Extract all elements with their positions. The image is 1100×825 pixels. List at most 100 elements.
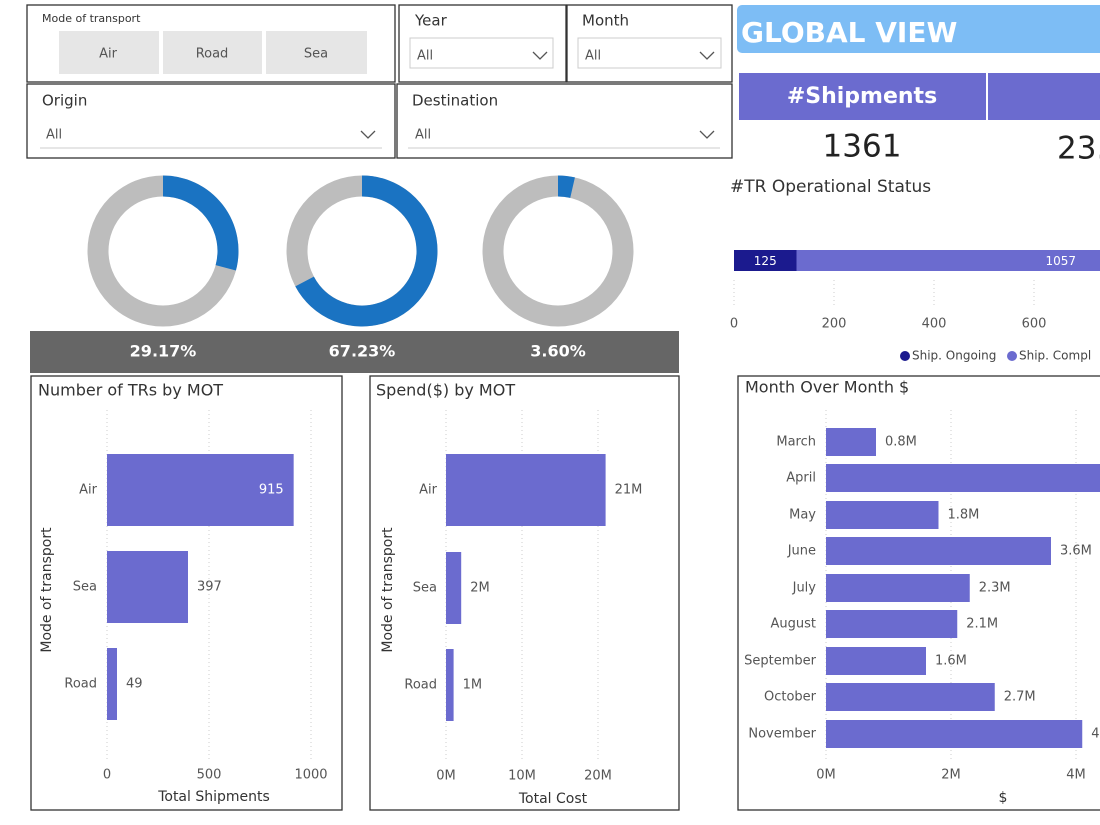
- bar: [446, 454, 606, 526]
- dropdown[interactable]: [577, 37, 722, 69]
- percent-band: [30, 331, 679, 373]
- header-banner: [737, 5, 1100, 53]
- y-tick-label: Road: [64, 677, 97, 692]
- y-tick-label: Air: [79, 483, 98, 498]
- dropdown-value[interactable]: All: [585, 49, 601, 64]
- donut-arc: [295, 175, 438, 327]
- x-axis-label: Total Cost: [518, 791, 588, 807]
- bar: [826, 501, 939, 529]
- slicer-button[interactable]: [163, 31, 262, 74]
- bar: [107, 551, 188, 623]
- y-tick-label: October: [764, 690, 817, 705]
- percent-label: 3.60%: [530, 342, 586, 361]
- x-axis-label: Total Shipments: [157, 789, 270, 805]
- dropdown-value[interactable]: All: [46, 128, 62, 143]
- kpi-value: 23.: [1057, 131, 1100, 167]
- kpi-header: [739, 73, 986, 120]
- x-tick-label: 500: [197, 768, 222, 783]
- bar: [826, 720, 1083, 748]
- y-tick-label: August: [771, 617, 817, 632]
- bar-value-label: 2.3M: [979, 581, 1011, 596]
- y-tick-label: April: [786, 471, 816, 486]
- bar: [826, 647, 926, 675]
- slicer-panel: [26, 83, 396, 159]
- legend-marker: [900, 351, 910, 361]
- bar-value-label: 1.6M: [935, 654, 967, 669]
- y-tick-label: Air: [419, 483, 438, 498]
- slicer-label: Destination: [412, 92, 498, 110]
- chart-title: #TR Operational Status: [730, 177, 931, 197]
- chevron[interactable]: [699, 51, 715, 60]
- donut-arc: [557, 175, 575, 198]
- legend-label: Ship. Ongoing: [912, 349, 996, 363]
- slicer-option[interactable]: Sea: [304, 47, 328, 62]
- donut-arc: [162, 175, 239, 271]
- slicer-option[interactable]: Road: [196, 47, 229, 62]
- bar-value-label: 21M: [615, 483, 643, 498]
- bar-value-label: 4: [1091, 727, 1099, 742]
- percent-label: 29.17%: [130, 342, 197, 361]
- x-tick-label: 600: [1022, 317, 1047, 332]
- bar: [826, 537, 1051, 565]
- bar-value-label: 397: [197, 580, 222, 595]
- y-tick-label: Sea: [413, 581, 437, 596]
- slicer-label: Month: [582, 12, 629, 30]
- bar-value-label: 1M: [463, 678, 483, 693]
- chart-panel: [369, 375, 680, 811]
- y-axis-label: Mode of transport: [39, 527, 55, 653]
- slicer-label: Origin: [42, 92, 87, 110]
- kpi-value: 1361: [823, 129, 902, 165]
- x-axis-label: $: [999, 790, 1008, 806]
- y-tick-label: Sea: [73, 580, 97, 595]
- kpi-header: [988, 73, 1100, 120]
- header-title: GLOBAL VIEW: [741, 16, 957, 49]
- x-tick-label: 2M: [941, 768, 961, 783]
- y-tick-label: November: [748, 727, 816, 742]
- status-bar: [796, 250, 1100, 271]
- x-tick-label: 400: [922, 317, 947, 332]
- slicer-label: Mode of transport: [42, 12, 141, 25]
- bar-value-label: 0.8M: [885, 435, 917, 450]
- bar-value-label: 2M: [470, 581, 490, 596]
- dropdown-value[interactable]: All: [417, 49, 433, 64]
- chevron[interactable]: [532, 51, 548, 60]
- y-tick-label: June: [787, 544, 816, 559]
- y-tick-label: May: [789, 508, 816, 523]
- bar: [826, 464, 1100, 492]
- bar-value-label: 1057: [1045, 254, 1076, 268]
- legend-marker: [1007, 351, 1017, 361]
- percent-label: 67.23%: [329, 342, 396, 361]
- slicer-panel: [398, 4, 567, 83]
- bar: [446, 552, 462, 624]
- bar-value-label: 2.1M: [966, 617, 998, 632]
- bar-value-label: 3.6M: [1060, 544, 1092, 559]
- chart-title: Month Over Month $: [745, 378, 909, 397]
- x-tick-label: 10M: [508, 769, 536, 784]
- bar: [826, 683, 995, 711]
- slicer-button[interactable]: [59, 31, 159, 74]
- bar: [446, 649, 454, 721]
- chevron[interactable]: [699, 130, 715, 139]
- x-tick-label: 0M: [436, 769, 456, 784]
- y-tick-label: September: [744, 654, 817, 669]
- slicer-button[interactable]: [266, 31, 367, 74]
- x-tick-label: 0: [730, 317, 738, 332]
- status-bar: [734, 250, 797, 271]
- x-tick-label: 20M: [584, 769, 612, 784]
- bar-value-label: 2.7M: [1004, 690, 1036, 705]
- chevron[interactable]: [360, 130, 376, 139]
- dropdown[interactable]: [409, 37, 554, 69]
- x-tick-label: 0: [103, 768, 111, 783]
- y-tick-label: March: [776, 435, 816, 450]
- bar: [826, 574, 970, 602]
- bar: [826, 428, 876, 456]
- slicer-option[interactable]: Air: [99, 47, 118, 62]
- legend-label: Ship. Compl: [1019, 349, 1091, 363]
- bar-value-label: 1.8M: [948, 508, 980, 523]
- bar-value-label: 915: [259, 483, 284, 498]
- slicer-panel: [396, 83, 733, 159]
- bar: [826, 610, 958, 638]
- dropdown-value[interactable]: All: [415, 128, 431, 143]
- x-tick-label: 1000: [294, 768, 327, 783]
